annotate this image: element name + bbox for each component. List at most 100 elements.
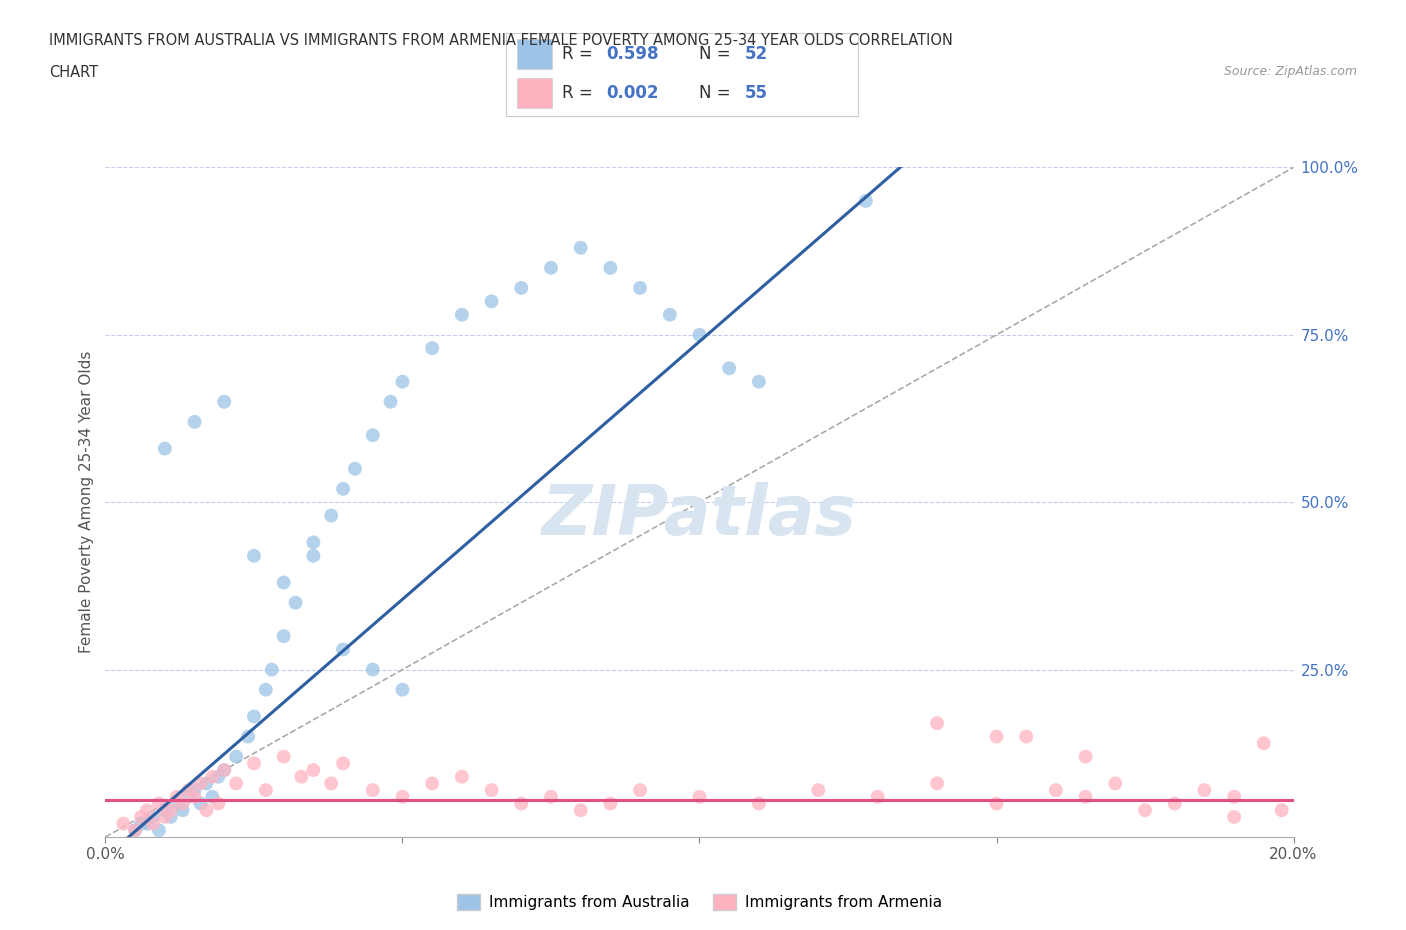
Point (302, 549, 325, 564)
Point (183, 790, 205, 804)
Point (254, 783, 277, 798)
Point (866, 790, 889, 804)
Point (321, 776, 343, 790)
Point (172, 803, 194, 817)
Point (148, 823, 170, 838)
Point (207, 769, 229, 784)
Point (153, 809, 176, 824)
Point (420, 776, 443, 790)
Text: 52: 52 (745, 46, 768, 63)
Point (569, 240, 592, 255)
Text: 0.002: 0.002 (606, 84, 659, 101)
Point (112, 817, 135, 831)
Point (540, 260, 562, 275)
Point (260, 662, 283, 677)
Point (225, 750, 247, 764)
Point (243, 549, 266, 564)
Point (1271, 803, 1294, 817)
Point (172, 796, 194, 811)
Point (183, 783, 205, 798)
Point (136, 817, 159, 831)
Point (628, 783, 651, 798)
Point (195, 803, 218, 817)
Point (273, 629, 295, 644)
Point (159, 809, 181, 824)
Point (599, 796, 621, 811)
Point (569, 803, 592, 817)
Point (332, 642, 354, 657)
Text: 0.598: 0.598 (606, 46, 659, 63)
Point (748, 796, 770, 811)
Point (658, 307, 681, 322)
Point (855, 193, 877, 208)
Point (1015, 729, 1038, 744)
Point (420, 340, 443, 355)
Point (166, 790, 188, 804)
Point (153, 441, 176, 456)
Point (290, 769, 312, 784)
Point (986, 729, 1008, 744)
Point (201, 790, 224, 804)
Text: CHART: CHART (49, 65, 98, 80)
Point (214, 763, 236, 777)
Point (361, 783, 384, 798)
Point (361, 428, 384, 443)
Point (986, 796, 1008, 811)
Y-axis label: Female Poverty Among 25-34 Year Olds: Female Poverty Among 25-34 Year Olds (79, 351, 94, 654)
Point (1164, 796, 1187, 811)
Point (481, 783, 503, 798)
Point (718, 361, 741, 376)
Text: N =: N = (700, 46, 737, 63)
Point (124, 823, 146, 838)
Point (201, 769, 224, 784)
Point (136, 803, 159, 817)
Point (689, 790, 711, 804)
Text: 55: 55 (745, 84, 768, 101)
Point (124, 823, 146, 838)
Point (214, 394, 236, 409)
FancyBboxPatch shape (517, 78, 551, 108)
Point (177, 783, 200, 798)
Point (273, 750, 295, 764)
Point (214, 763, 236, 777)
Point (1253, 736, 1275, 751)
Point (450, 769, 472, 784)
Point (1194, 783, 1216, 798)
Point (1223, 790, 1246, 804)
Point (195, 776, 218, 790)
Point (142, 809, 165, 824)
Legend: Immigrants from Australia, Immigrants from Armenia: Immigrants from Australia, Immigrants fr… (451, 888, 948, 916)
Point (332, 756, 354, 771)
Point (927, 776, 949, 790)
Point (153, 803, 176, 817)
Point (1133, 803, 1156, 817)
Text: R =: R = (562, 46, 599, 63)
Point (391, 374, 413, 389)
Point (1223, 809, 1246, 824)
Point (243, 709, 266, 724)
Point (628, 281, 651, 296)
Point (481, 294, 503, 309)
Point (190, 776, 212, 790)
Point (302, 763, 325, 777)
Point (302, 535, 325, 550)
Point (183, 415, 205, 430)
Point (1074, 790, 1097, 804)
Text: N =: N = (700, 84, 737, 101)
Point (166, 796, 188, 811)
Point (159, 803, 181, 817)
Point (380, 394, 402, 409)
Point (332, 482, 354, 497)
Point (927, 716, 949, 731)
Point (236, 729, 259, 744)
Point (510, 796, 533, 811)
Point (599, 260, 621, 275)
Point (343, 461, 366, 476)
Point (254, 683, 277, 698)
Text: IMMIGRANTS FROM AUSTRALIA VS IMMIGRANTS FROM ARMENIA FEMALE POVERTY AMONG 25-34 : IMMIGRANTS FROM AUSTRALIA VS IMMIGRANTS … (49, 33, 953, 47)
Point (510, 281, 533, 296)
Point (284, 595, 307, 610)
Text: ZIPatlas: ZIPatlas (541, 482, 858, 549)
Point (177, 790, 200, 804)
Point (361, 662, 384, 677)
